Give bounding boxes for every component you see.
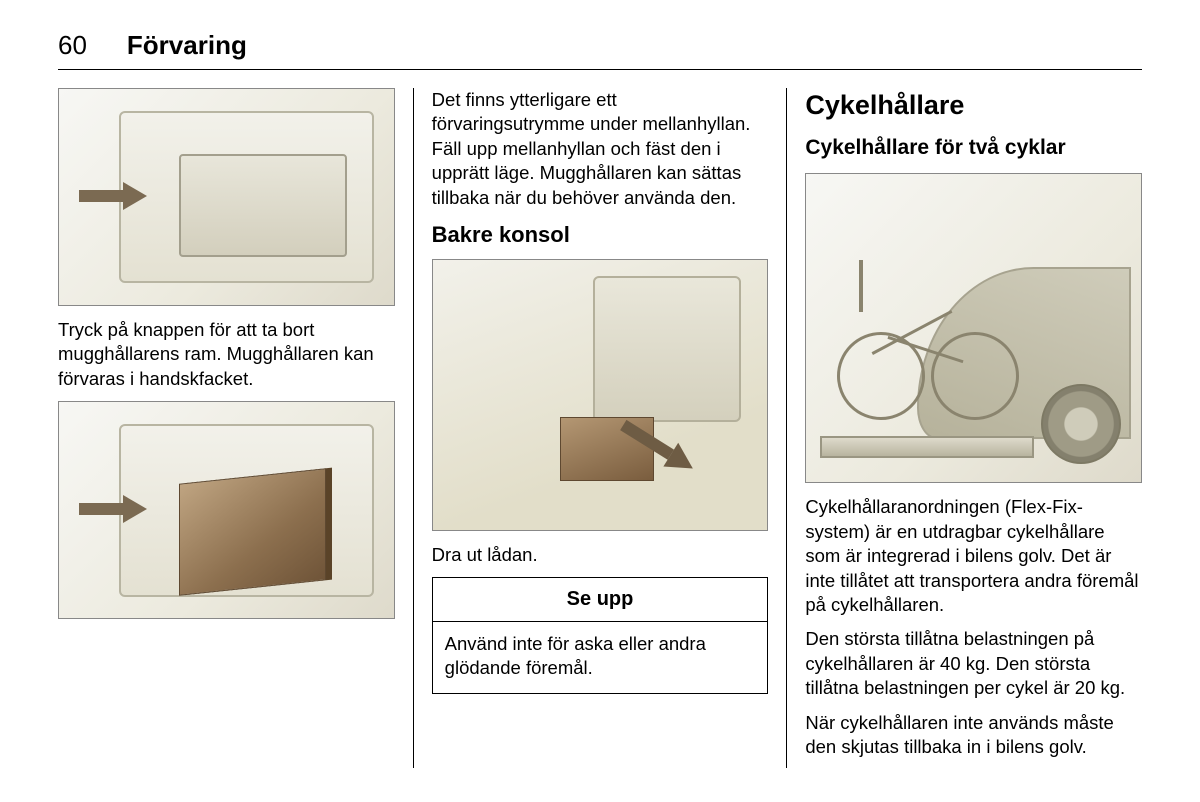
bike-rack-shape [820,436,1034,458]
figure-bike-carrier [805,173,1142,483]
col2-paragraph-1: Det finns ytterligare ett förvaringsutry… [432,88,769,210]
col2-paragraph-2: Dra ut lådan. [432,543,769,567]
col3-title: Cykelhållare [805,88,1142,124]
figure-cupholder [58,88,395,306]
car-wheel-shape [1041,384,1121,464]
storage-box-shape [179,468,326,596]
caution-title: Se upp [433,578,768,621]
column-2: Det finns ytterligare ett förvaringsutry… [413,88,788,768]
content-columns: Tryck på knappen för att ta bort mugghål… [58,88,1142,768]
caution-body: Använd inte för aska eller andra glödand… [433,622,768,693]
col1-paragraph-1: Tryck på knappen för att ta bort mugghål… [58,318,395,391]
caution-box: Se upp Använd inte för aska eller andra … [432,577,769,693]
cupholder-lid-shape [179,154,346,258]
bike-wheel-rear [931,332,1019,420]
page: 60 Förvaring Tryck på knappen för att ta… [0,0,1200,802]
figure-rear-console [432,259,769,531]
section-title: Förvaring [127,30,247,61]
col3-paragraph-3: När cykelhållaren inte används måste den… [805,711,1142,760]
col3-paragraph-2: Den största tillåtna belastningen på cyk… [805,627,1142,700]
arrow-right-icon [79,180,149,210]
bike-frame-line [859,260,863,312]
bike-shape [833,217,1020,433]
seat-back-shape [593,276,740,422]
col3-subtitle: Cykelhållare för två cyklar [805,134,1142,162]
col3-paragraph-1: Cykelhållaranordningen (Flex-Fix-system)… [805,495,1142,617]
col2-heading: Bakre konsol [432,220,769,249]
page-header: 60 Förvaring [58,30,1142,70]
page-number: 60 [58,30,87,61]
arrow-right-icon [79,493,149,523]
column-1: Tryck på knappen för att ta bort mugghål… [58,88,413,768]
column-3: Cykelhållare Cykelhållare för två cyklar… [787,88,1142,768]
figure-storage [58,401,395,619]
